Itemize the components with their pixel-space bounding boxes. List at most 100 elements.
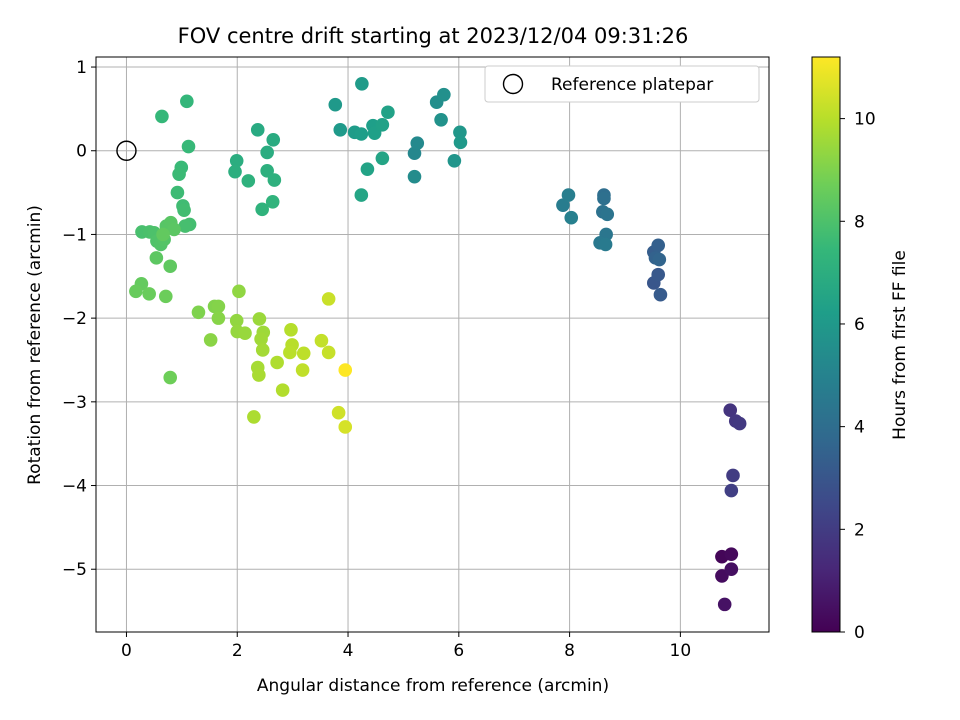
colorbar-fill bbox=[812, 57, 840, 632]
data-point bbox=[156, 227, 170, 242]
colorbar-label: Hours from first FF file bbox=[890, 250, 910, 440]
colorbar-frame bbox=[811, 56, 841, 633]
data-point bbox=[178, 219, 192, 233]
x-tick-label: 8 bbox=[564, 641, 575, 661]
data-point bbox=[158, 289, 173, 304]
data-point bbox=[229, 313, 244, 328]
data-point bbox=[211, 299, 226, 314]
colorbar-ticks: 0 2 4 6 8 10 bbox=[840, 110, 876, 643]
data-point bbox=[375, 151, 390, 166]
data-point bbox=[328, 97, 343, 112]
legend-reference-symbol bbox=[502, 73, 524, 95]
data-point bbox=[314, 333, 329, 348]
data-point bbox=[295, 363, 310, 377]
y-tick-label: 0 bbox=[76, 142, 87, 162]
data-point bbox=[260, 164, 274, 178]
data-point bbox=[437, 87, 451, 102]
data-point bbox=[247, 410, 261, 424]
data-point bbox=[238, 326, 252, 341]
data-point bbox=[241, 174, 256, 188]
data-point bbox=[564, 210, 579, 225]
legend-box bbox=[484, 65, 760, 103]
data-point bbox=[163, 370, 178, 385]
data-point bbox=[250, 123, 265, 137]
data-point bbox=[203, 333, 218, 347]
x-tick-label: 10 bbox=[670, 641, 692, 661]
data-point bbox=[338, 363, 353, 377]
data-point bbox=[260, 145, 274, 160]
data-point bbox=[275, 383, 290, 397]
y-tick-label: −3 bbox=[62, 393, 87, 413]
legend-entry-reference: Reference platepar bbox=[551, 75, 713, 95]
data-point bbox=[265, 194, 280, 209]
data-point bbox=[717, 597, 732, 612]
data-point bbox=[254, 332, 268, 346]
data-point bbox=[266, 133, 281, 147]
reference-platepar-point bbox=[116, 140, 137, 161]
data-points bbox=[129, 76, 747, 612]
data-point bbox=[255, 202, 269, 217]
data-point bbox=[653, 287, 668, 302]
y-tick-label: 1 bbox=[76, 58, 87, 78]
data-point bbox=[180, 94, 194, 109]
data-point bbox=[598, 237, 613, 252]
data-point bbox=[434, 112, 448, 127]
data-point bbox=[149, 251, 164, 265]
data-point bbox=[255, 343, 270, 357]
data-point bbox=[211, 311, 226, 325]
data-point bbox=[447, 153, 462, 168]
y-axis-label: Rotation from reference (arcmin) bbox=[25, 205, 45, 485]
colorbar-tick-label: 6 bbox=[854, 315, 865, 335]
colorbar-tick-label: 0 bbox=[854, 623, 865, 643]
data-point bbox=[191, 305, 206, 320]
plot-background bbox=[96, 57, 769, 632]
data-point bbox=[283, 345, 297, 360]
data-point bbox=[597, 191, 611, 206]
data-point bbox=[410, 136, 425, 151]
data-point bbox=[381, 105, 395, 120]
data-point bbox=[732, 416, 747, 431]
data-point bbox=[270, 355, 284, 370]
plot-frame bbox=[95, 56, 770, 633]
data-point bbox=[360, 162, 375, 176]
data-point bbox=[267, 173, 282, 187]
data-point bbox=[321, 345, 336, 360]
y-tick-label: −5 bbox=[62, 560, 87, 580]
data-point bbox=[228, 164, 242, 179]
plot-area: 0 2 4 6 8 10 10−1−2−3−4−5 bbox=[62, 56, 770, 661]
colorbar-tick-label: 2 bbox=[854, 520, 865, 540]
data-point bbox=[651, 238, 666, 253]
x-tick-label: 0 bbox=[121, 641, 132, 661]
data-point bbox=[296, 346, 311, 361]
data-point bbox=[354, 127, 369, 141]
data-point bbox=[354, 188, 369, 202]
y-tick-label: −2 bbox=[62, 309, 87, 329]
data-point bbox=[284, 323, 298, 337]
y-axis-ticks: 1 0 −1 −2 −3 −4 −5 bbox=[62, 58, 96, 580]
data-point bbox=[724, 547, 739, 561]
data-point bbox=[331, 405, 346, 420]
data-point bbox=[163, 259, 178, 274]
data-point bbox=[355, 76, 369, 91]
x-tick-label: 4 bbox=[343, 641, 354, 661]
data-point bbox=[600, 207, 615, 222]
data-point bbox=[142, 287, 156, 301]
data-point bbox=[375, 117, 390, 132]
colorbar-tick-label: 4 bbox=[854, 418, 865, 438]
data-point bbox=[181, 139, 196, 154]
data-point bbox=[726, 468, 740, 483]
data-point bbox=[407, 169, 422, 184]
data-point bbox=[453, 125, 467, 140]
data-point bbox=[321, 292, 336, 306]
data-point bbox=[652, 252, 667, 267]
y-tick-label: −1 bbox=[62, 225, 87, 245]
data-point bbox=[723, 403, 738, 418]
data-point bbox=[453, 135, 468, 150]
data-point bbox=[715, 569, 729, 583]
data-point bbox=[724, 562, 739, 577]
data-point bbox=[651, 267, 666, 282]
x-tick-label: 6 bbox=[453, 641, 464, 661]
data-point bbox=[338, 420, 353, 434]
legend: Reference platepar bbox=[484, 65, 760, 103]
